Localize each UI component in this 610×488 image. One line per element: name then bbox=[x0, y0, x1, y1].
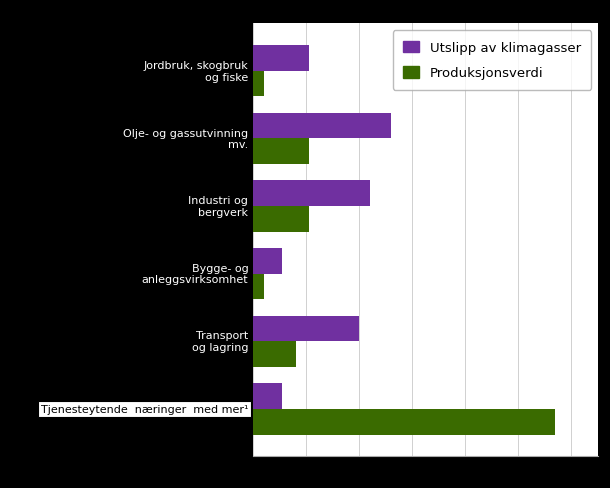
Bar bbox=[253, 409, 555, 435]
Text: Transport
og lagring: Transport og lagring bbox=[192, 331, 248, 352]
Bar bbox=[253, 274, 264, 300]
Text: Olje- og gassutvinning
mv.: Olje- og gassutvinning mv. bbox=[123, 128, 248, 150]
Bar bbox=[253, 248, 282, 274]
Bar bbox=[253, 139, 309, 165]
Text: Jordbruk, skogbruk
og fiske: Jordbruk, skogbruk og fiske bbox=[143, 61, 248, 82]
Bar bbox=[253, 46, 309, 72]
Text: Tjenesteytende  næringer  med mer¹: Tjenesteytende næringer med mer¹ bbox=[41, 404, 248, 414]
Bar bbox=[253, 206, 309, 232]
Bar bbox=[253, 316, 359, 342]
Bar bbox=[253, 72, 264, 97]
Legend: Utslipp av klimagasser, Produksjonsverdi: Utslipp av klimagasser, Produksjonsverdi bbox=[393, 31, 591, 91]
Text: Industri og
bergverk: Industri og bergverk bbox=[188, 196, 248, 217]
Bar bbox=[253, 342, 296, 367]
Bar bbox=[253, 114, 391, 139]
Bar bbox=[253, 181, 370, 206]
Bar bbox=[253, 384, 282, 409]
Text: Bygge- og
anleggsvirksomhet: Bygge- og anleggsvirksomhet bbox=[142, 264, 248, 285]
